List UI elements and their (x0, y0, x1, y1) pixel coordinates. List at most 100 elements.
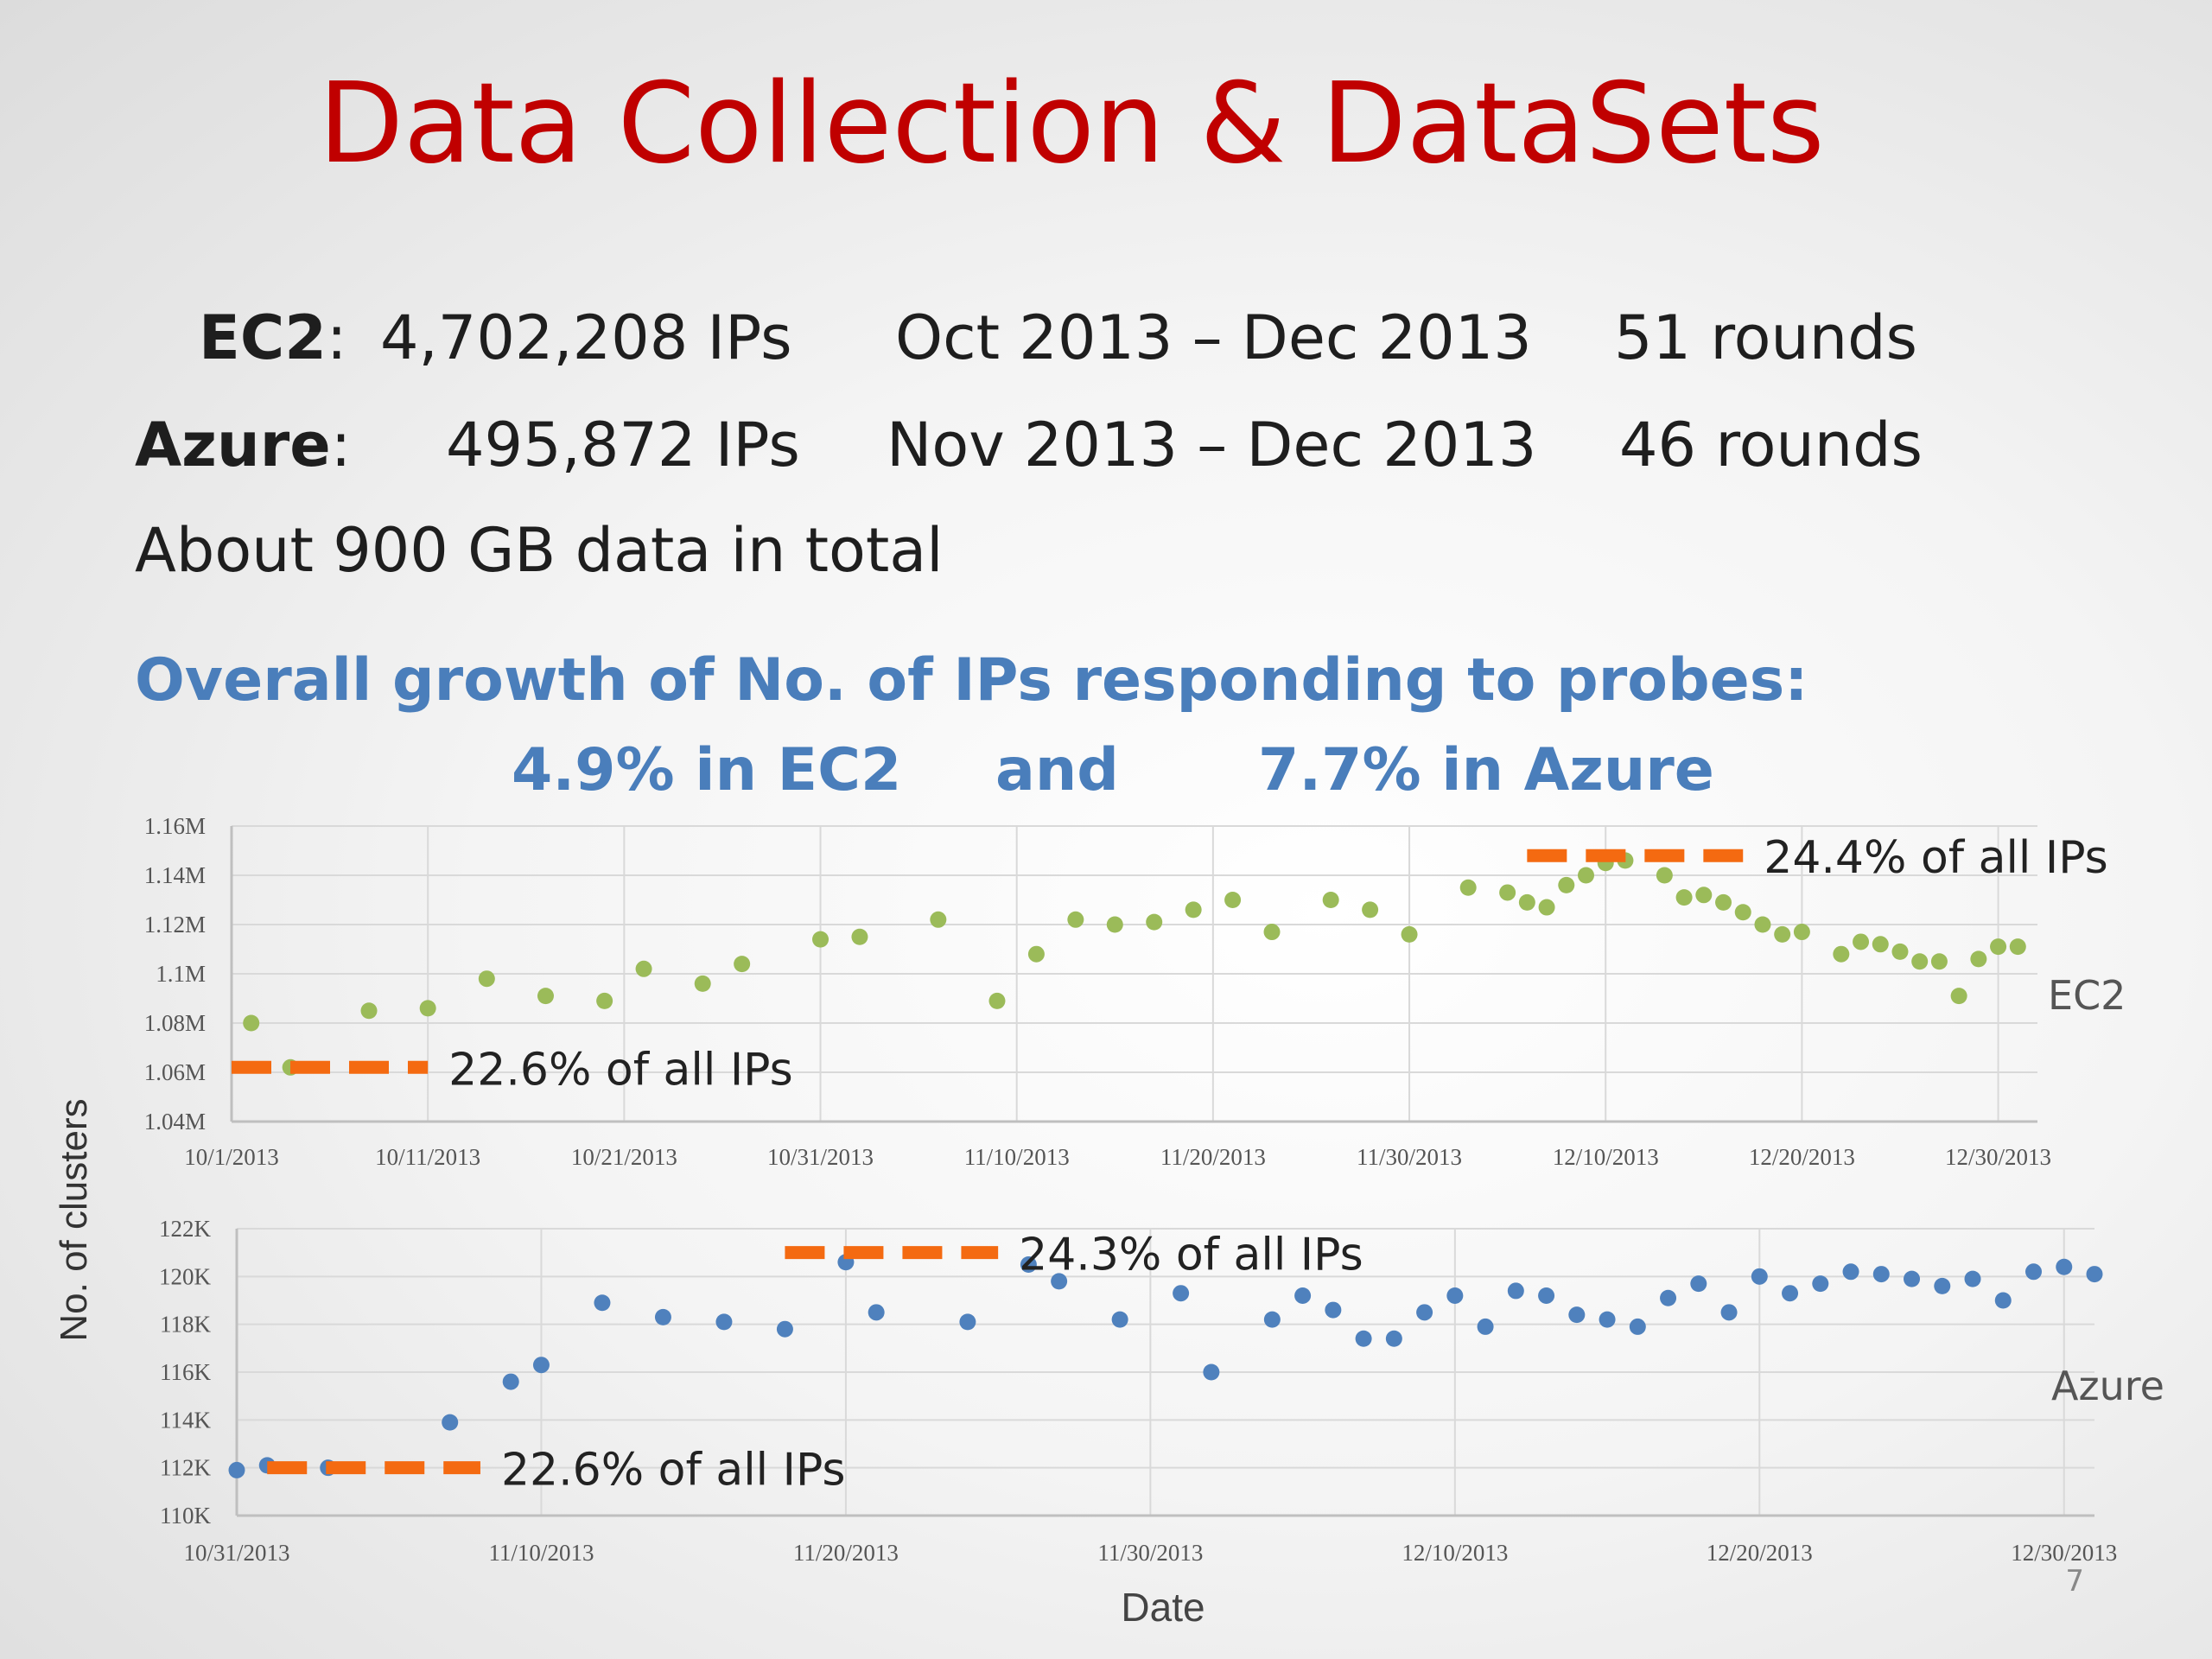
series-label: Azure (2051, 1363, 2164, 1409)
data-point (1224, 892, 1242, 908)
data-point (1106, 916, 1123, 933)
data-point (1459, 879, 1477, 896)
data-point (1950, 988, 1967, 1005)
y-tick-label: 1.06M (144, 1059, 206, 1085)
data-point (2086, 1266, 2103, 1283)
annotation-label: 24.4% of all IPs (1764, 832, 2108, 884)
growth-heading: Overall growth of No. of IPs responding … (135, 646, 1808, 715)
data-point (1507, 1282, 1524, 1300)
annotation-label: 24.3% of all IPs (1019, 1230, 1363, 1281)
x-tick-label: 12/30/2013 (1945, 1144, 2051, 1170)
series-label: EC2 (2048, 972, 2126, 1019)
data-point (1690, 1275, 1707, 1293)
data-point (1401, 925, 1418, 943)
data-point (1294, 1287, 1312, 1304)
data-point (930, 911, 947, 928)
data-point (1754, 916, 1771, 933)
x-tick-label: 10/11/2013 (375, 1144, 480, 1170)
data-point (1964, 1270, 1981, 1287)
x-tick-label: 12/20/2013 (1749, 1144, 1855, 1170)
data-point (1263, 1311, 1281, 1328)
data-point (635, 960, 652, 977)
data-point (694, 975, 711, 992)
annotation-label: 22.6% of all IPs (448, 1044, 793, 1096)
data-point (1695, 887, 1713, 904)
data-point (1558, 876, 1575, 893)
data-point (988, 992, 1006, 1009)
x-tick-label: 11/10/2013 (488, 1540, 594, 1566)
data-point (596, 992, 613, 1009)
data-point (1853, 933, 1870, 950)
y-tick-label: 118K (160, 1312, 211, 1338)
y-tick-label: 114K (160, 1407, 211, 1433)
data-point (442, 1414, 459, 1431)
x-tick-label: 11/30/2013 (1357, 1144, 1462, 1170)
data-point (1385, 1330, 1402, 1347)
azure-chart: 110K 112K 114K 116K 118K 120K 122K 10/31/2013 11… (159, 1216, 2164, 1566)
slide-title: Data Collection & DataSets (318, 60, 1825, 188)
data-point (1203, 1363, 1220, 1381)
data-point (243, 1014, 260, 1032)
data-point (1793, 924, 1810, 941)
data-point (1715, 893, 1732, 911)
data-point (1751, 1268, 1768, 1285)
y-tick-label: 116K (160, 1359, 211, 1385)
y-tick-label: 1.04M (144, 1109, 206, 1135)
data-point (537, 988, 554, 1005)
data-point (1599, 1311, 1616, 1328)
data-point (1185, 901, 1202, 918)
x-tick-label: 12/10/2013 (1402, 1540, 1508, 1566)
data-point (776, 1320, 793, 1338)
data-point (1891, 943, 1909, 960)
data-point (1872, 1266, 1890, 1283)
data-point (1934, 1277, 1951, 1294)
data-point (1994, 1292, 2012, 1309)
data-point (1477, 1318, 1494, 1335)
data-point (1518, 893, 1535, 911)
y-tick-label: 1.16M (144, 813, 206, 839)
data-point (1842, 1263, 1859, 1281)
x-tick-label: 10/1/2013 (184, 1144, 279, 1170)
x-tick-label: 11/20/2013 (793, 1540, 899, 1566)
y-tick-label: 1.1M (156, 961, 206, 987)
x-tick-label: 11/10/2013 (964, 1144, 1070, 1170)
data-point (1173, 1285, 1190, 1302)
x-tick-label: 12/30/2013 (2011, 1540, 2117, 1566)
data-point (1578, 867, 1594, 884)
data-point (1067, 911, 1084, 928)
data-point (1782, 1285, 1799, 1302)
data-point (1911, 953, 1929, 970)
growth-ec2: 4.9% in EC2 (512, 736, 902, 804)
data-point (2025, 1263, 2043, 1281)
data-point (1812, 1275, 1829, 1293)
stat-ips-azure: 495,872 IPs (446, 410, 800, 480)
x-tick-label: 12/10/2013 (1553, 1144, 1659, 1170)
data-point (734, 956, 751, 973)
data-point (1499, 884, 1516, 901)
y-tick-label: 1.12M (144, 912, 206, 938)
data-point (1660, 1289, 1677, 1306)
data-point (1416, 1304, 1433, 1321)
data-point (532, 1357, 550, 1374)
data-point (1568, 1306, 1586, 1324)
stat-period-azure: Nov 2013 – Dec 2013 (887, 410, 1537, 480)
data-point (419, 1000, 436, 1017)
y-axis-label: No. of clusters (53, 1098, 95, 1341)
data-point (1774, 925, 1791, 943)
y-tick-label: 1.08M (144, 1010, 206, 1036)
data-point (1970, 950, 1987, 968)
stat-name-ec2: EC2 (199, 302, 327, 373)
x-axis-label: Date (1121, 1585, 1205, 1630)
y-tick-label: 110K (160, 1503, 211, 1529)
data-point (1538, 899, 1555, 916)
data-point (502, 1373, 519, 1390)
total-data-note: About 900 GB data in total (135, 515, 944, 586)
y-tick-label: 120K (159, 1263, 212, 1289)
data-point (1322, 892, 1339, 908)
ec2-chart: 1.04M 1.06M 1.08M 1.1M 1.12M 1.14M 1.16M 10/1/2… (144, 813, 2126, 1170)
data-point (1325, 1301, 1342, 1319)
y-tick-label: 112K (160, 1455, 211, 1481)
data-point (1362, 901, 1379, 918)
data-point (1020, 1256, 1037, 1273)
